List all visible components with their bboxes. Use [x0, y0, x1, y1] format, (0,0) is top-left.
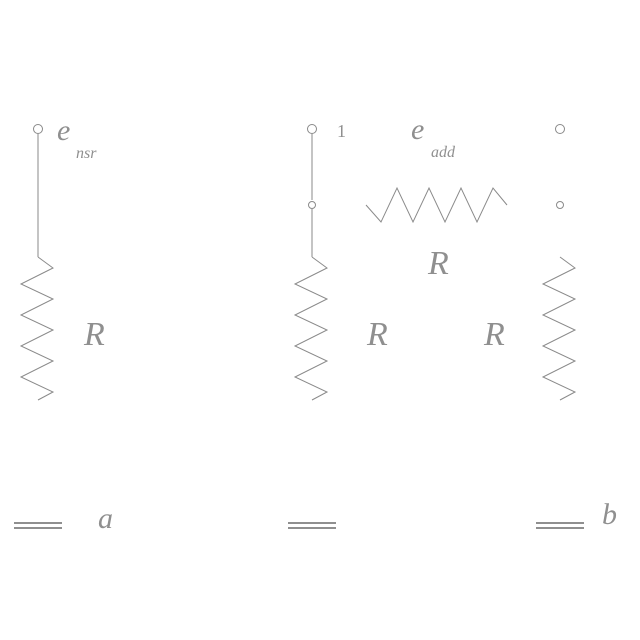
- resistor-b-right: [541, 256, 577, 401]
- source-a-subscript: nsr: [76, 145, 97, 162]
- terminal-a-top: [33, 124, 43, 134]
- resistor-a: [19, 256, 55, 401]
- circuit-b: 1 R e add R R b: [288, 113, 617, 531]
- resistor-b-series-label: R: [427, 245, 449, 282]
- source-b-label: e: [411, 113, 424, 146]
- resistor-a-label: R: [83, 316, 105, 353]
- ground-b-left: [288, 522, 336, 529]
- circuit-a: e nsr R a: [14, 114, 113, 535]
- resistor-b-left: [293, 256, 329, 401]
- terminal-b-label: 1: [337, 121, 346, 141]
- ground-a: [14, 522, 62, 529]
- source-a-label: e: [57, 114, 70, 147]
- resistor-b-series: [365, 186, 508, 224]
- circuit-a-tag: a: [98, 502, 113, 535]
- ground-b-right: [536, 522, 584, 529]
- resistor-b-right-label: R: [483, 316, 505, 353]
- circuit-b-tag: b: [602, 498, 617, 531]
- junction-b-right: [556, 201, 564, 209]
- source-b-subscript: add: [431, 144, 456, 161]
- resistor-b-left-label: R: [366, 316, 388, 353]
- terminal-b-left: [307, 124, 317, 134]
- terminal-b-right: [555, 124, 565, 134]
- junction-b-left: [308, 201, 316, 209]
